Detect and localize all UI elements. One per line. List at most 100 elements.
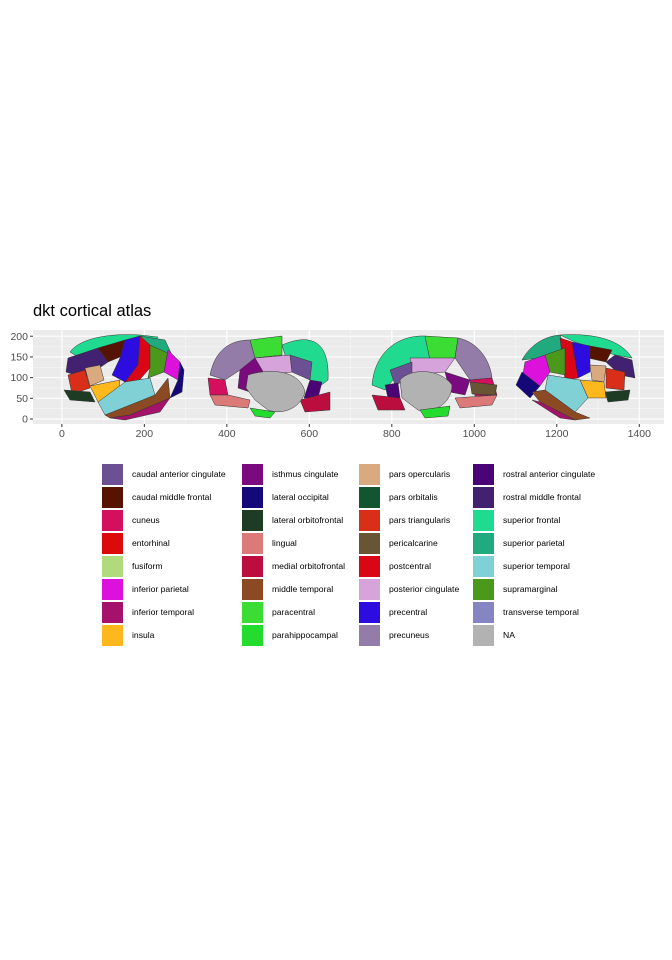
region-medial-wall [245,371,306,413]
legend-label: lateral orbitofrontal [272,515,344,525]
legend-label: superior parietal [503,538,565,548]
legend-key [473,602,494,623]
brain-left-medial [207,335,331,419]
legend-key [242,487,263,508]
legend-label: superior frontal [503,515,561,525]
y-tick-label: 0 [22,414,28,426]
legend-key [359,510,380,531]
legend-label: pericalcarine [389,538,438,548]
legend-key [102,579,123,600]
legend-label: middle temporal [272,584,334,594]
region-pericalcarine [469,381,498,396]
legend-key [359,625,380,646]
legend-label: transverse temporal [503,607,579,617]
legend-key [359,533,380,554]
legend-label: posterior cingulate [389,584,460,594]
legend-key [473,487,494,508]
legend-key [473,579,494,600]
brain-left-lateral [63,334,185,421]
legend-label: rostral middle frontal [503,492,581,502]
y-tick-label: 150 [10,352,28,364]
region-superior-temporal [544,374,589,413]
chart-title: dkt cortical atlas [33,302,152,320]
legend-key [359,487,380,508]
legend-label: NA [503,630,515,640]
legend-label: pars opercularis [389,469,451,479]
legend-label: postcentral [389,561,432,571]
x-tick-label: 800 [383,428,401,440]
legend-key [102,625,123,646]
legend-label: lateral occipital [272,492,329,502]
region-inferior-temporal [531,399,576,421]
legend-label: pars triangularis [389,515,451,525]
legend-label: cuneus [132,515,160,525]
brain-views [63,334,636,421]
legend-key [242,579,263,600]
legend-label: paracentral [272,607,315,617]
region-lateral-orbitofrontal [604,389,631,403]
legend-key [242,510,263,531]
legend-key [102,556,123,577]
x-tick-label: 400 [218,428,236,440]
legend-key [102,510,123,531]
legend-label: entorhinal [132,538,170,548]
legend-key [102,487,123,508]
region-paracentral [424,335,459,361]
legend-key [242,556,263,577]
legend: caudal anterior cingulate caudal middle f… [102,464,642,648]
region-lingual [454,394,498,409]
legend-key [242,464,263,485]
region-cuneus [207,377,229,396]
region-pars-opercularis [84,364,105,387]
x-tick-label: 1000 [463,428,487,440]
region-lingual [209,394,251,409]
x-tick-label: 200 [136,428,154,440]
region-pars-triangularis [67,369,91,395]
x-tick-label: 0 [59,428,65,440]
legend-label: superior temporal [503,561,570,571]
legend-label: pars orbitalis [389,492,438,502]
legend-label: supramarginal [503,584,558,594]
legend-label: precuneus [389,630,430,640]
region-inferior-temporal [109,397,171,421]
region-superior-frontal [559,334,633,359]
region-medial-orbitofrontal [299,391,331,413]
legend-key [473,464,494,485]
legend-label: caudal anterior cingulate [132,469,226,479]
legend-key [102,533,123,554]
legend-label: inferior parietal [132,584,189,594]
legend-key [242,602,263,623]
legend-label: fusiform [132,561,163,571]
legend-key [242,625,263,646]
legend-key [242,533,263,554]
region-lateral-orbitofrontal [63,389,96,403]
legend-label: medial orbitofrontal [272,561,346,571]
legend-key [359,579,380,600]
y-tick-label: 200 [10,331,28,343]
y-tick-label: 50 [16,393,28,405]
legend-key [359,556,380,577]
legend-label: lingual [272,538,297,548]
region-lateral-occipital [169,361,185,399]
legend-key [473,533,494,554]
legend-label: caudal middle frontal [132,492,212,502]
legend-key [473,556,494,577]
x-tick-label: 600 [301,428,319,440]
brain-atlas-plot: 0 200 400 600 800 1000 1200 1400 0 50 100 150 200 [10,330,664,440]
brain-right-medial [371,335,498,419]
region-parahippocampal [249,407,276,419]
axes: 0 200 400 600 800 1000 1200 1400 0 50 100 150 200 [10,331,651,440]
region-rostral-anterior-cingulate [384,382,401,399]
legend-key [102,464,123,485]
legend-key [473,510,494,531]
region-parahippocampal [419,405,451,419]
region-pars-opercularis [589,364,607,383]
legend-label: isthmus cingulate [272,469,339,479]
brain-right-lateral [515,334,636,421]
legend-key [359,602,380,623]
x-tick-label: 1200 [545,428,569,440]
x-tick-label: 1400 [628,428,652,440]
y-tick-label: 100 [10,372,28,384]
legend-key [102,602,123,623]
legend-key [473,625,494,646]
